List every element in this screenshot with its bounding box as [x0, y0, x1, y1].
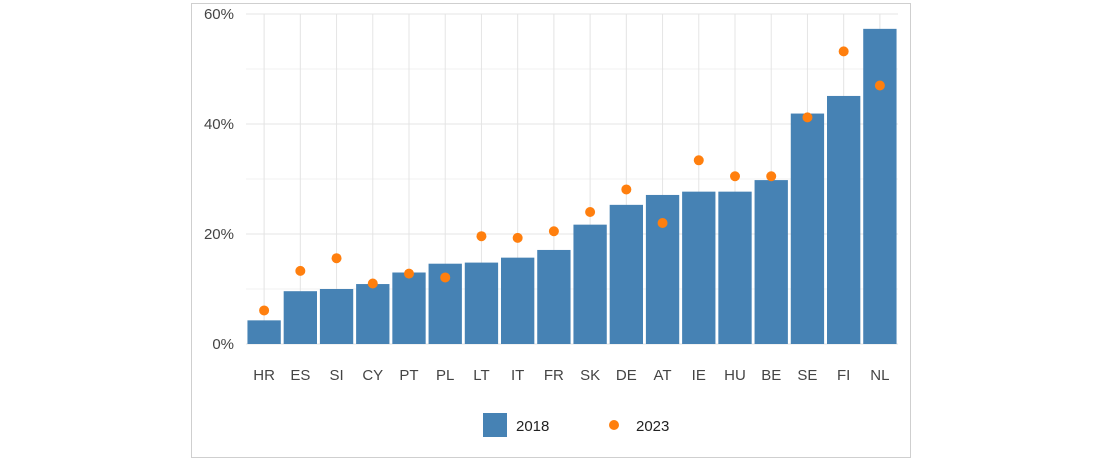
point-it [512, 232, 523, 243]
point-hu [730, 171, 740, 182]
x-axis-ticks: HR ES SI CY PT PL LT IT FR SK DE AT IE HU BE SE FI NL [253, 367, 889, 384]
bar-it [501, 257, 535, 344]
y-tick-label: 60% [204, 6, 234, 23]
y-tick-label: 40% [204, 116, 234, 133]
x-tick-label: AT [654, 367, 672, 384]
bar-pt [392, 272, 426, 344]
point-be [766, 171, 777, 182]
point-at [657, 218, 668, 228]
x-tick-label: CY [362, 367, 383, 384]
bar-be [754, 180, 788, 344]
point-es [295, 265, 306, 276]
bar-sk [573, 224, 607, 344]
x-tick-label: SK [580, 367, 600, 384]
bar-nl [863, 28, 897, 344]
y-tick-label: 20% [204, 226, 234, 243]
x-tick-label: SE [797, 367, 817, 384]
x-tick-label: DE [616, 367, 637, 384]
y-axis-ticks: 0% 20% 40% 60% [204, 6, 234, 353]
legend-label-2023: 2023 [636, 418, 669, 435]
x-tick-label: SI [329, 367, 343, 384]
bar-layer [247, 28, 897, 344]
x-tick-label: FI [837, 367, 850, 384]
point-pt [404, 268, 414, 279]
point-hr [259, 305, 270, 316]
x-tick-label: HU [724, 367, 746, 384]
x-tick-label: IT [511, 367, 524, 384]
point-fi [838, 46, 849, 57]
y-tick-label: 0% [212, 336, 234, 353]
x-tick-label: NL [870, 367, 889, 384]
bar-lt [464, 262, 499, 344]
point-de [621, 184, 632, 195]
legend-swatch-2018 [483, 413, 507, 437]
point-pl [440, 272, 451, 283]
legend-label-2018: 2018 [516, 418, 549, 435]
x-tick-label: IE [692, 367, 706, 384]
x-tick-label: LT [473, 367, 489, 384]
legend: 2018 2023 [483, 413, 669, 437]
bar-at [645, 194, 680, 344]
bar-se [790, 113, 825, 344]
point-lt [476, 231, 487, 242]
point-fr [548, 226, 559, 237]
bar-si [319, 289, 354, 344]
point-se [802, 112, 813, 123]
x-tick-label: FR [544, 367, 564, 384]
x-tick-label: HR [253, 367, 275, 384]
x-tick-label: PT [399, 367, 418, 384]
x-tick-label: PL [436, 367, 454, 384]
bar-ie [682, 191, 716, 344]
bar-fi [827, 95, 861, 344]
x-tick-label: ES [290, 367, 310, 384]
bar-de [609, 204, 643, 344]
bar-fr [537, 249, 571, 344]
point-sk [585, 207, 596, 217]
point-cy [367, 278, 378, 289]
bar-hu [718, 191, 752, 344]
point-nl [874, 80, 885, 91]
grid-layer [246, 13, 898, 345]
point-ie [693, 155, 704, 166]
legend-swatch-2023 [609, 420, 619, 430]
point-layer [259, 46, 885, 316]
x-tick-label: BE [761, 367, 781, 384]
bar-es [283, 291, 317, 344]
bar-hr [247, 320, 281, 344]
bar-cy [356, 284, 390, 344]
point-si [331, 253, 342, 264]
